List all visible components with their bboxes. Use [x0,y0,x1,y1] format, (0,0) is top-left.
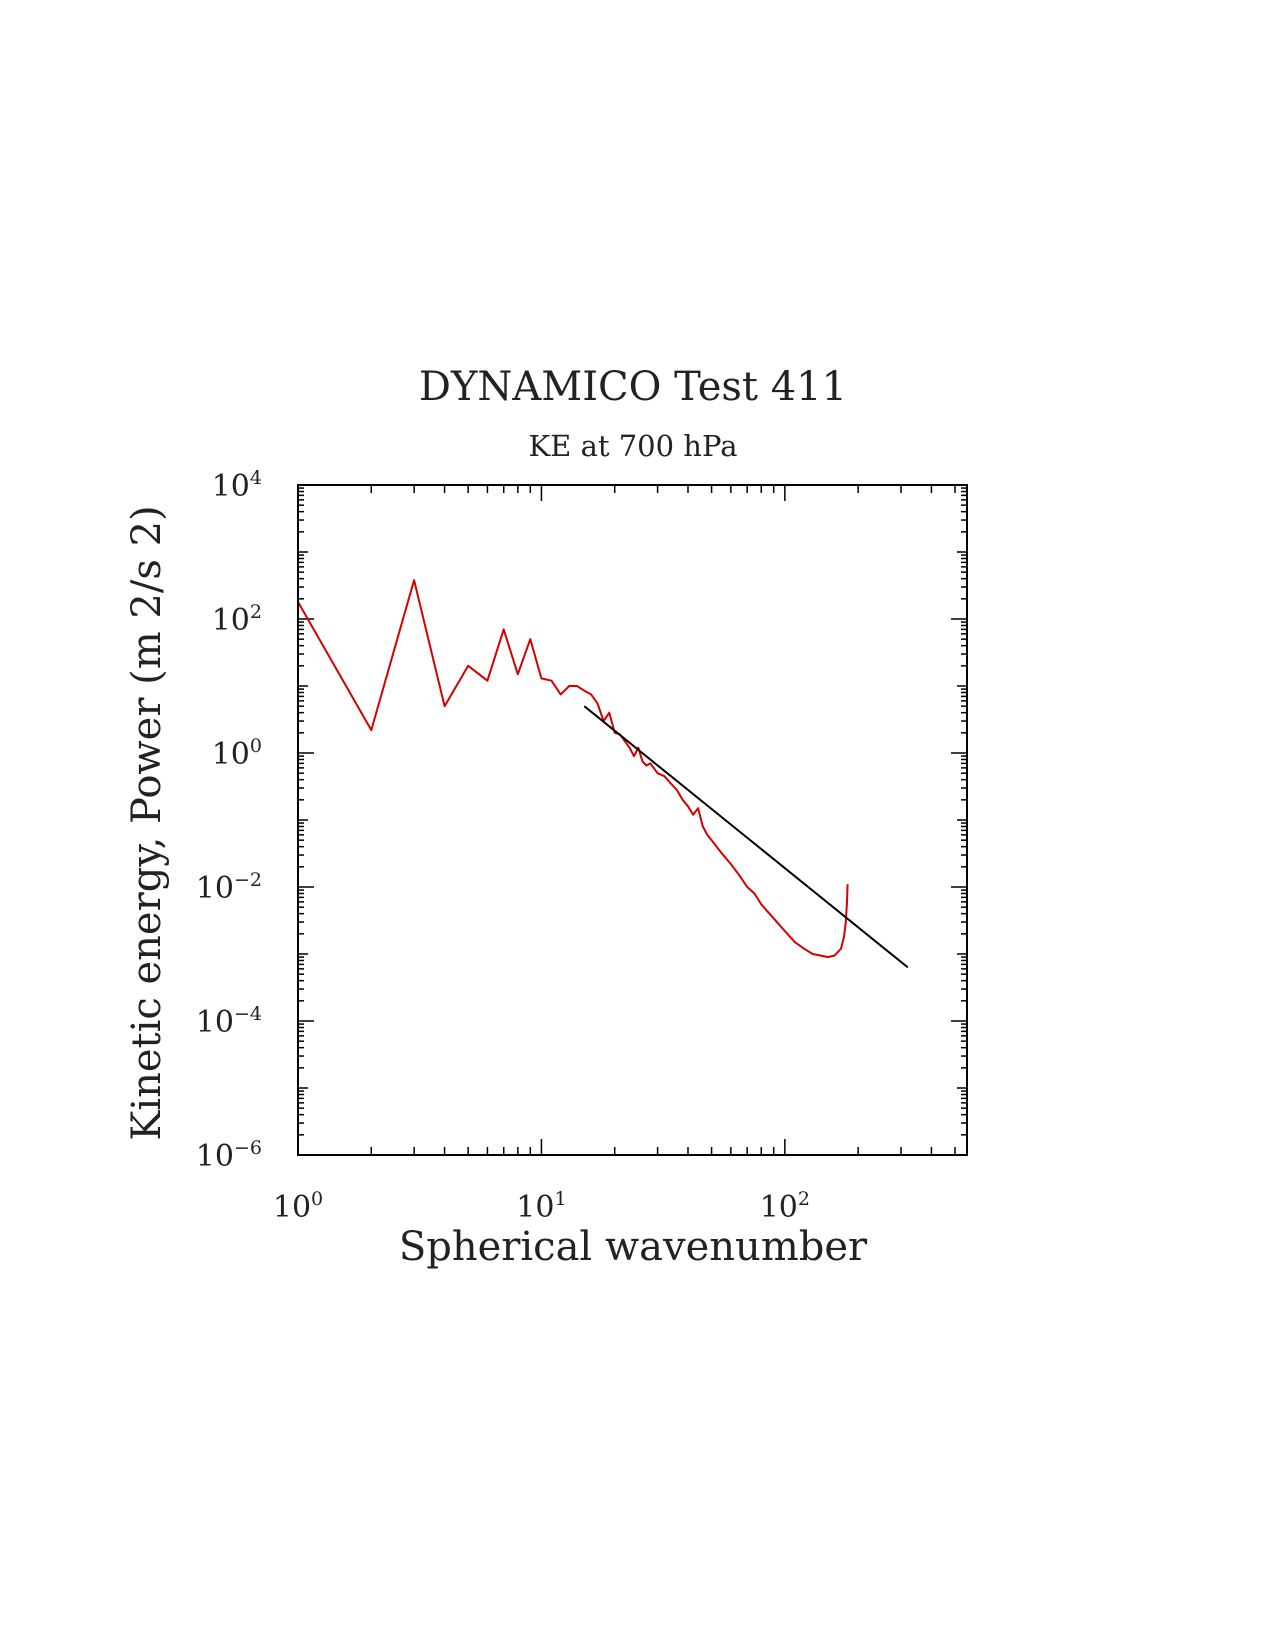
chart-title: DYNAMICO Test 411 [419,364,847,410]
y-tick-label: 10−4 [196,1003,262,1040]
plot-series [297,579,909,969]
y-tick-label: 104 [212,467,262,504]
x-tick-label: 101 [516,1188,566,1225]
reference-slope-line [583,705,909,969]
chart-subtitle: KE at 700 hPa [529,429,738,463]
y-tick-label: 102 [212,601,262,638]
axis-ticks [297,484,967,1156]
y-tick-label: 10−6 [196,1137,262,1174]
y-axis-label: Kinetic energy, Power (m 2/s 2) [124,505,170,1140]
y-tick-label: 10−2 [196,869,262,906]
x-tick-label: 102 [760,1188,810,1225]
kinetic-energy-series-line [297,579,849,959]
y-tick-label: 100 [212,735,262,772]
tick-labels: 100 101 102 104 102 100 10−2 10−4 10−6 [196,467,810,1225]
plot-frame [297,484,968,1156]
x-axis-label: Spherical wavenumber [399,1224,868,1270]
x-tick-label: 100 [273,1188,323,1225]
